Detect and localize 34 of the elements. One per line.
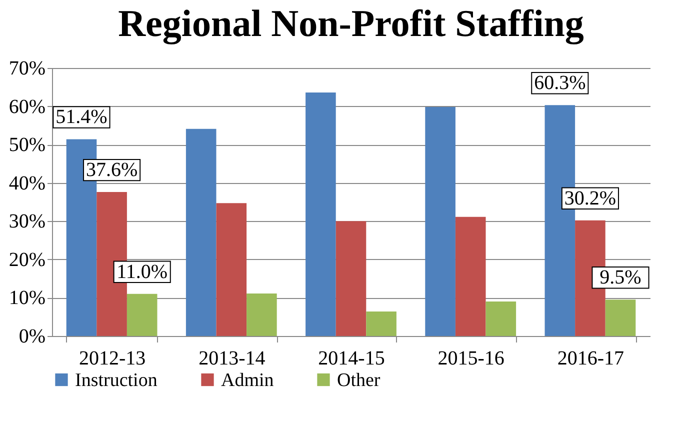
bar <box>186 128 216 336</box>
legend-label: Instruction <box>75 370 158 391</box>
x-tick-label: 2014-15 <box>318 348 385 370</box>
bar <box>306 92 336 336</box>
legend-label: Other <box>337 370 381 391</box>
chart-title: Regional Non-Profit Staffing <box>118 3 584 45</box>
y-tick-label: 70% <box>8 58 46 80</box>
y-tick-label: 60% <box>8 96 46 118</box>
y-tick-label: 0% <box>18 326 46 348</box>
data-label: 9.5% <box>600 266 642 289</box>
bar <box>425 107 456 336</box>
y-tick-label: 30% <box>8 210 46 233</box>
bar <box>455 216 486 336</box>
x-tick-label: 2016-17 <box>557 348 624 370</box>
bar <box>366 311 396 336</box>
bar <box>336 221 366 336</box>
x-tick-label: 2012-13 <box>78 348 146 370</box>
data-label: 30.2% <box>564 187 616 210</box>
data-label: 37.6% <box>86 159 138 182</box>
x-tick-label: 2013-14 <box>198 348 266 370</box>
y-tick-label: 20% <box>8 248 46 271</box>
y-tick-label: 10% <box>8 287 46 310</box>
data-label: 60.3% <box>534 72 586 94</box>
legend-label: Admin <box>221 370 274 391</box>
bar <box>605 300 636 336</box>
bar <box>246 294 277 336</box>
bar <box>486 302 516 336</box>
data-label: 51.4% <box>56 106 108 128</box>
y-tick-label: 50% <box>8 134 46 156</box>
bar <box>126 294 158 336</box>
y-tick-label: 40% <box>8 172 46 194</box>
data-label: 11.0% <box>116 260 168 283</box>
x-tick-label: 2015-16 <box>438 348 504 370</box>
bar <box>216 203 247 336</box>
